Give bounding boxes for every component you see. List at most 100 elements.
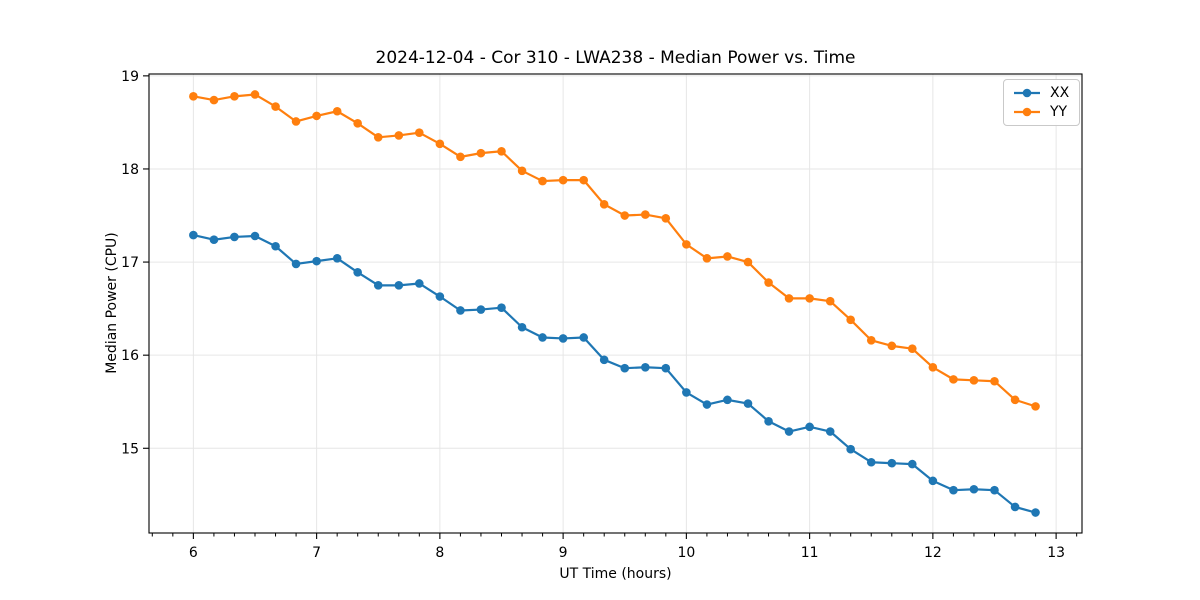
series-yy-point [209, 95, 219, 105]
series-xx-point [887, 458, 897, 468]
series-xx-point [435, 292, 445, 301]
y-tick-label: 19 [121, 69, 139, 85]
series-xx-point [907, 459, 917, 469]
series-xx-point [723, 395, 732, 405]
series-yy-point [456, 152, 465, 162]
series-xx-point [620, 363, 630, 373]
series-xx-point [394, 281, 404, 290]
x-tick-label: 13 [1047, 545, 1065, 561]
series-xx-point [825, 427, 835, 436]
series-xx-point [866, 457, 876, 467]
series-yy-point [969, 376, 979, 385]
series-yy-point [682, 240, 691, 249]
series-yy-point [332, 106, 342, 116]
series-xx-point [743, 399, 753, 408]
legend-label-yy: YY [1050, 104, 1068, 120]
series-yy-line [192, 93, 1037, 408]
series-xx-point [558, 334, 568, 343]
series-xx-point [456, 306, 465, 315]
y-tick-label: 15 [121, 441, 139, 457]
legend-label-xx: XX [1050, 85, 1070, 101]
series-yy-point [394, 131, 404, 140]
series-xx-point [332, 254, 342, 263]
series-xx-point [949, 485, 958, 495]
series-yy-point [271, 102, 280, 111]
series-xx-point [682, 388, 691, 397]
series-yy-point [1010, 395, 1020, 405]
series-xx-point [517, 322, 527, 332]
series-yy-point [291, 117, 301, 126]
series-yy-point [435, 139, 445, 149]
series-yy-point [723, 252, 732, 261]
x-tick-label: 6 [189, 545, 198, 561]
series-yy-point [907, 344, 917, 353]
series-yy-point [641, 210, 650, 219]
series-xx-point [969, 484, 979, 494]
series-yy-point [887, 341, 897, 351]
series-yy-point [373, 133, 383, 142]
series-xx-point [661, 363, 671, 373]
series-xx-line [192, 233, 1037, 514]
series-yy-point [1031, 402, 1040, 411]
chart-title: 2024-12-04 - Cor 310 - LWA238 - Median P… [375, 48, 856, 68]
legend-marker-xx-icon [1014, 88, 1040, 98]
series-yy-point [579, 175, 589, 185]
series-xx-point [1031, 508, 1040, 517]
series-xx-point [209, 235, 219, 245]
series-yy-point [949, 375, 958, 384]
series-yy-point [250, 90, 260, 99]
series-xx-point [928, 476, 938, 486]
y-tick-label: 18 [121, 162, 139, 178]
series-yy-point [825, 296, 835, 306]
series-yy-point [558, 175, 568, 185]
series-yy-point [476, 148, 486, 158]
series-xx-point [702, 400, 712, 409]
series-xx-point [990, 485, 999, 495]
series-yy-point [497, 146, 506, 156]
series-yy-point [620, 211, 630, 220]
series-yy-point [866, 335, 876, 345]
series-yy-point [661, 214, 671, 223]
x-axis-label: UT Time (hours) [559, 566, 672, 582]
series-yy-point [353, 119, 362, 128]
y-axis-label: Median Power (CPU) [104, 232, 120, 374]
series-xx-point [373, 281, 383, 290]
x-tick-label: 12 [924, 545, 942, 561]
series-yy-point [764, 278, 773, 287]
x-tick-label: 7 [312, 545, 321, 561]
series-yy-point [928, 362, 938, 372]
axes-spines [148, 73, 1083, 534]
series-xx-point [1010, 502, 1020, 512]
legend-item-yy: YY [1012, 104, 1069, 120]
y-tick-label: 16 [121, 348, 139, 364]
series-yy-point [702, 254, 712, 263]
x-tick-label: 8 [435, 545, 444, 561]
series-yy-point [743, 257, 753, 267]
series-xx-point [189, 230, 198, 240]
series-xx-point [271, 241, 280, 251]
series-xx-point [641, 362, 650, 372]
series-yy-point [312, 111, 321, 121]
series-yy-point [414, 128, 424, 137]
series-yy-point [805, 294, 814, 303]
series-xx-point [538, 333, 547, 342]
series-xx-point [476, 305, 486, 314]
x-tick-label: 10 [677, 545, 695, 561]
legend: XX YY [1003, 79, 1081, 126]
series-xx-point [414, 279, 424, 288]
series-yy-point [538, 176, 547, 186]
series-xx-point [230, 232, 239, 242]
series-xx-point [805, 422, 814, 432]
series-xx-point [353, 268, 362, 277]
series-xx-point [291, 259, 301, 269]
series-yy-point [784, 294, 794, 303]
series-yy-point [517, 166, 527, 176]
legend-item-xx: XX [1012, 85, 1069, 101]
series-yy-point [846, 315, 855, 325]
series-xx-point [497, 303, 506, 312]
series-yy-point [599, 200, 609, 209]
legend-marker-yy-icon [1014, 107, 1040, 117]
series-xx-point [312, 256, 321, 266]
